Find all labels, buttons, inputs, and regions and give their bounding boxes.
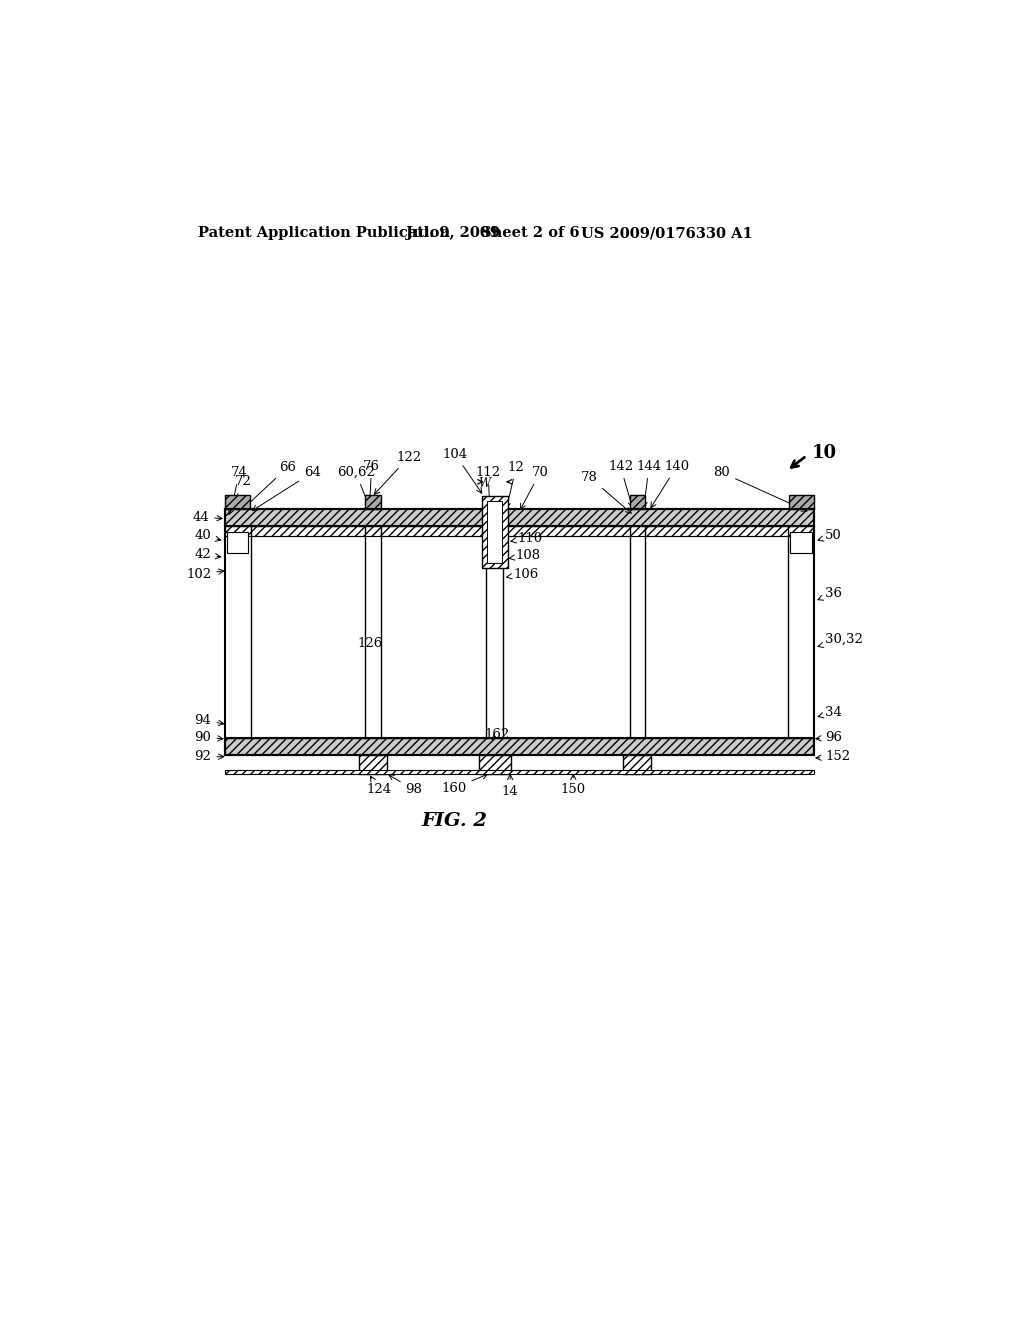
Text: 142: 142 <box>608 459 634 507</box>
Text: 106: 106 <box>507 568 539 581</box>
Text: 140: 140 <box>651 459 689 508</box>
Text: 64: 64 <box>252 466 321 511</box>
Bar <box>791 532 812 553</box>
Bar <box>251 525 366 738</box>
Text: 162: 162 <box>484 727 510 741</box>
Text: 78: 78 <box>581 471 631 513</box>
Bar <box>788 525 814 738</box>
Text: 50: 50 <box>818 529 842 543</box>
Text: 96: 96 <box>816 731 842 744</box>
Text: 90: 90 <box>195 731 223 744</box>
Text: 70: 70 <box>520 466 549 510</box>
Text: 108: 108 <box>509 549 541 562</box>
Text: 66: 66 <box>243 461 296 510</box>
Text: 152: 152 <box>816 750 850 763</box>
Text: 40: 40 <box>195 529 221 543</box>
Bar <box>503 525 630 738</box>
Text: Jul. 9, 2009: Jul. 9, 2009 <box>407 226 500 240</box>
Text: 150: 150 <box>561 775 586 796</box>
Text: 94: 94 <box>195 714 224 727</box>
Text: 34: 34 <box>818 706 842 719</box>
Bar <box>224 770 814 775</box>
Text: 160: 160 <box>441 774 487 795</box>
Bar <box>359 755 387 775</box>
Text: 126: 126 <box>357 638 383 649</box>
Text: 72: 72 <box>228 475 252 515</box>
Bar <box>624 755 651 775</box>
Bar <box>645 525 788 738</box>
Bar <box>224 738 814 755</box>
Text: 98: 98 <box>389 775 422 796</box>
Bar <box>381 525 486 738</box>
Bar <box>630 495 645 508</box>
Text: 42: 42 <box>195 548 220 561</box>
Text: 112: 112 <box>475 466 501 512</box>
Text: Sheet 2 of 6: Sheet 2 of 6 <box>481 226 580 240</box>
Text: 36: 36 <box>818 587 842 601</box>
Bar <box>486 525 503 738</box>
Text: 14: 14 <box>502 775 518 797</box>
Text: 92: 92 <box>195 750 223 763</box>
Text: W: W <box>478 477 490 490</box>
Text: 44: 44 <box>193 511 222 524</box>
Bar <box>788 495 813 508</box>
Text: 30,32: 30,32 <box>818 634 863 648</box>
Text: US 2009/0176330 A1: US 2009/0176330 A1 <box>581 226 753 240</box>
Bar <box>487 502 503 564</box>
Text: 124: 124 <box>366 776 391 796</box>
Text: 110: 110 <box>511 532 543 545</box>
Text: Patent Application Publication: Patent Application Publication <box>199 226 451 240</box>
Bar <box>224 525 814 536</box>
Bar <box>224 525 251 738</box>
Text: 10: 10 <box>812 444 838 462</box>
Bar <box>481 496 508 568</box>
Text: 76: 76 <box>364 459 380 507</box>
Bar <box>478 755 511 775</box>
Bar <box>225 495 250 508</box>
Text: 80: 80 <box>714 466 807 511</box>
Bar <box>366 525 381 738</box>
Text: FIG. 2: FIG. 2 <box>421 812 487 829</box>
Text: 102: 102 <box>186 568 224 581</box>
Text: 104: 104 <box>442 447 482 494</box>
Bar <box>224 508 814 525</box>
Bar <box>630 525 645 738</box>
Bar <box>366 495 381 508</box>
Text: 60,62: 60,62 <box>337 466 375 510</box>
Text: 74: 74 <box>230 466 248 508</box>
Text: 122: 122 <box>374 450 421 495</box>
Bar <box>226 532 249 553</box>
Text: 144: 144 <box>637 459 662 507</box>
Text: 12: 12 <box>505 461 524 508</box>
